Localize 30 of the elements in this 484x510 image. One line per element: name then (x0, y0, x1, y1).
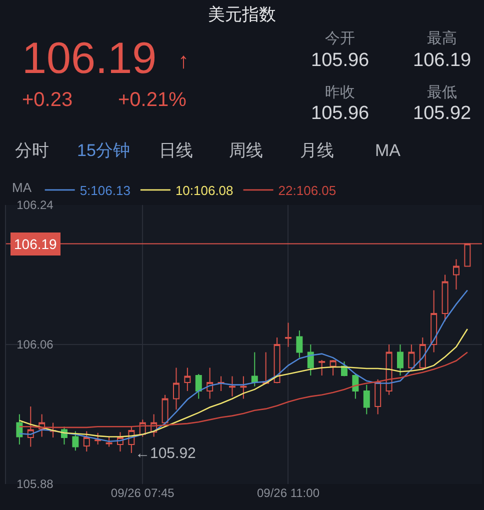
y-tick-label: 106.24 (16, 198, 54, 212)
x-tick-label: 09/26 07:45 (110, 486, 175, 500)
text: 昨收 (325, 84, 355, 101)
text: 月线 (300, 141, 334, 160)
text: 今开 (325, 30, 355, 47)
annotation: ←105.92 (135, 445, 196, 462)
text: 105.92 (413, 103, 472, 124)
text: 周线 (229, 141, 263, 160)
y-tick-label: 106.06 (16, 338, 54, 352)
text: ↑ (178, 48, 189, 73)
legend-title: MA (12, 180, 32, 195)
legend-label: 5:106.13 (80, 183, 130, 198)
text: 105.96 (311, 103, 370, 124)
chart-title: 美元指数 (208, 4, 276, 24)
text: +0.23 (22, 89, 73, 111)
text: 15分钟 (77, 141, 130, 160)
text: 106.19 (413, 50, 472, 71)
legend-label: 10:106.08 (175, 183, 234, 198)
text: 分时 (15, 141, 49, 160)
text: 最高 (427, 30, 457, 47)
legend-label: 22:106.05 (278, 183, 336, 198)
text: MA (375, 141, 402, 160)
text: 日线 (159, 141, 193, 160)
text: 最低 (427, 84, 457, 101)
text: 105.96 (311, 50, 370, 71)
text: 106.19 (22, 34, 157, 83)
ref-line-label: 106.19 (14, 236, 58, 252)
x-tick-label: 09/26 11:00 (256, 486, 320, 500)
text: +0.21% (118, 89, 187, 111)
y-tick-label: 105.88 (16, 477, 54, 492)
